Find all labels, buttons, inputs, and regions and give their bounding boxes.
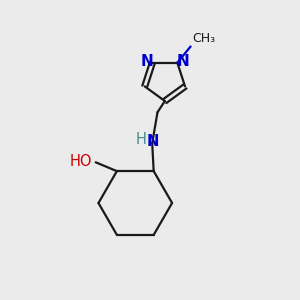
Text: N: N [141,54,154,69]
Text: N: N [176,54,189,69]
Text: HO: HO [70,154,92,169]
Text: H: H [136,132,146,147]
Text: CH₃: CH₃ [192,32,215,45]
Text: N: N [147,134,159,149]
